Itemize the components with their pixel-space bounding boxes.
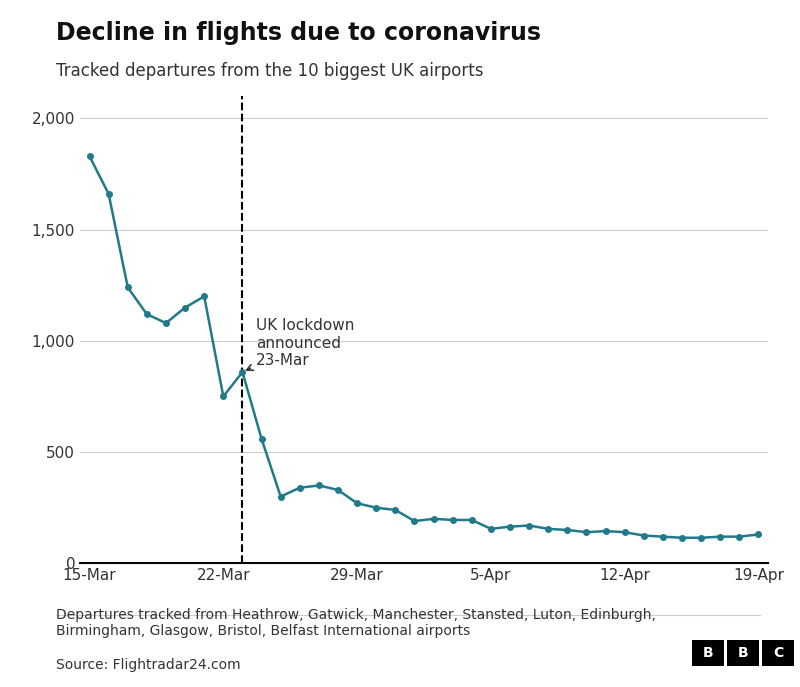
Text: B: B <box>738 646 749 660</box>
Text: C: C <box>774 646 783 660</box>
Text: Decline in flights due to coronavirus: Decline in flights due to coronavirus <box>56 21 541 45</box>
Text: Source: Flightradar24.com: Source: Flightradar24.com <box>56 658 241 672</box>
Text: Tracked departures from the 10 biggest UK airports: Tracked departures from the 10 biggest U… <box>56 62 483 80</box>
Text: UK lockdown
announced
23-Mar: UK lockdown announced 23-Mar <box>246 318 354 370</box>
Text: B: B <box>702 646 714 660</box>
Text: Departures tracked from Heathrow, Gatwick, Manchester, Stansted, Luton, Edinburg: Departures tracked from Heathrow, Gatwic… <box>56 608 656 638</box>
